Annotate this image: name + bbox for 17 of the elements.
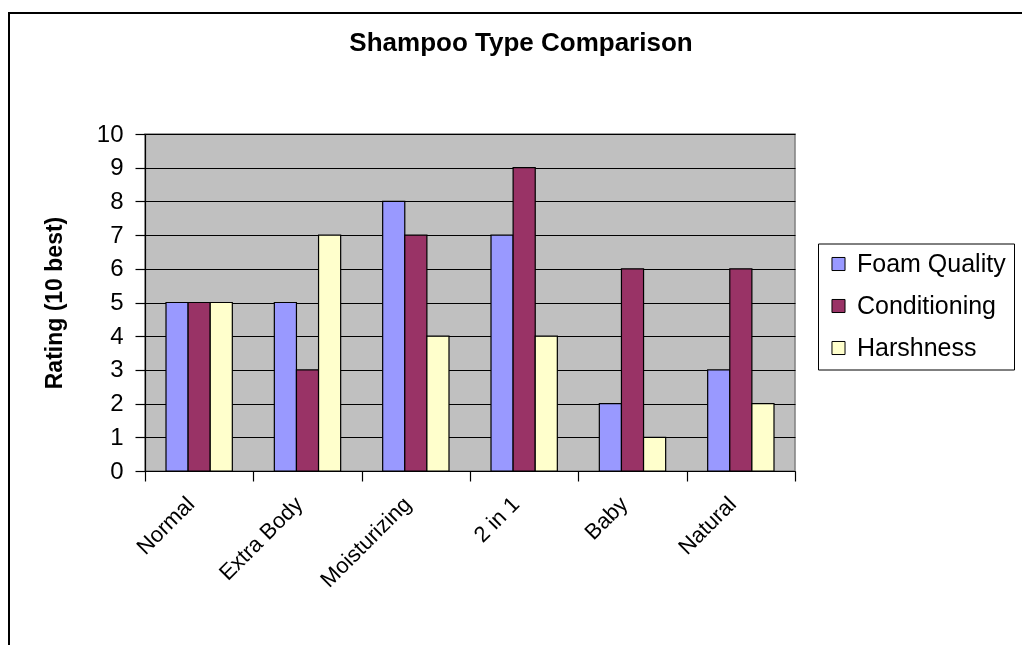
legend-label: Harshness	[857, 333, 977, 361]
y-tick-label: 9	[110, 153, 124, 181]
y-tick-label: 0	[110, 456, 124, 484]
y-tick-label: 3	[110, 355, 124, 383]
y-tick-label: 5	[110, 288, 124, 315]
chart-title: Shampoo Type Comparison	[349, 27, 693, 57]
y-tick-label: 7	[110, 220, 124, 248]
y-axis-title: Rating (10 best)	[40, 216, 67, 390]
y-tick-label: 1	[110, 422, 124, 450]
y-tick-label: 4	[110, 321, 124, 349]
y-tick-label: 2	[110, 389, 124, 417]
y-tick-label: 6	[110, 254, 124, 282]
x-tick-label: 2 in 1	[468, 491, 525, 548]
y-tick-label: 8	[110, 186, 124, 214]
y-tick-label: 10	[96, 119, 124, 147]
legend-label: Conditioning	[857, 291, 996, 319]
legend-label: Foam Quality	[857, 249, 1007, 277]
